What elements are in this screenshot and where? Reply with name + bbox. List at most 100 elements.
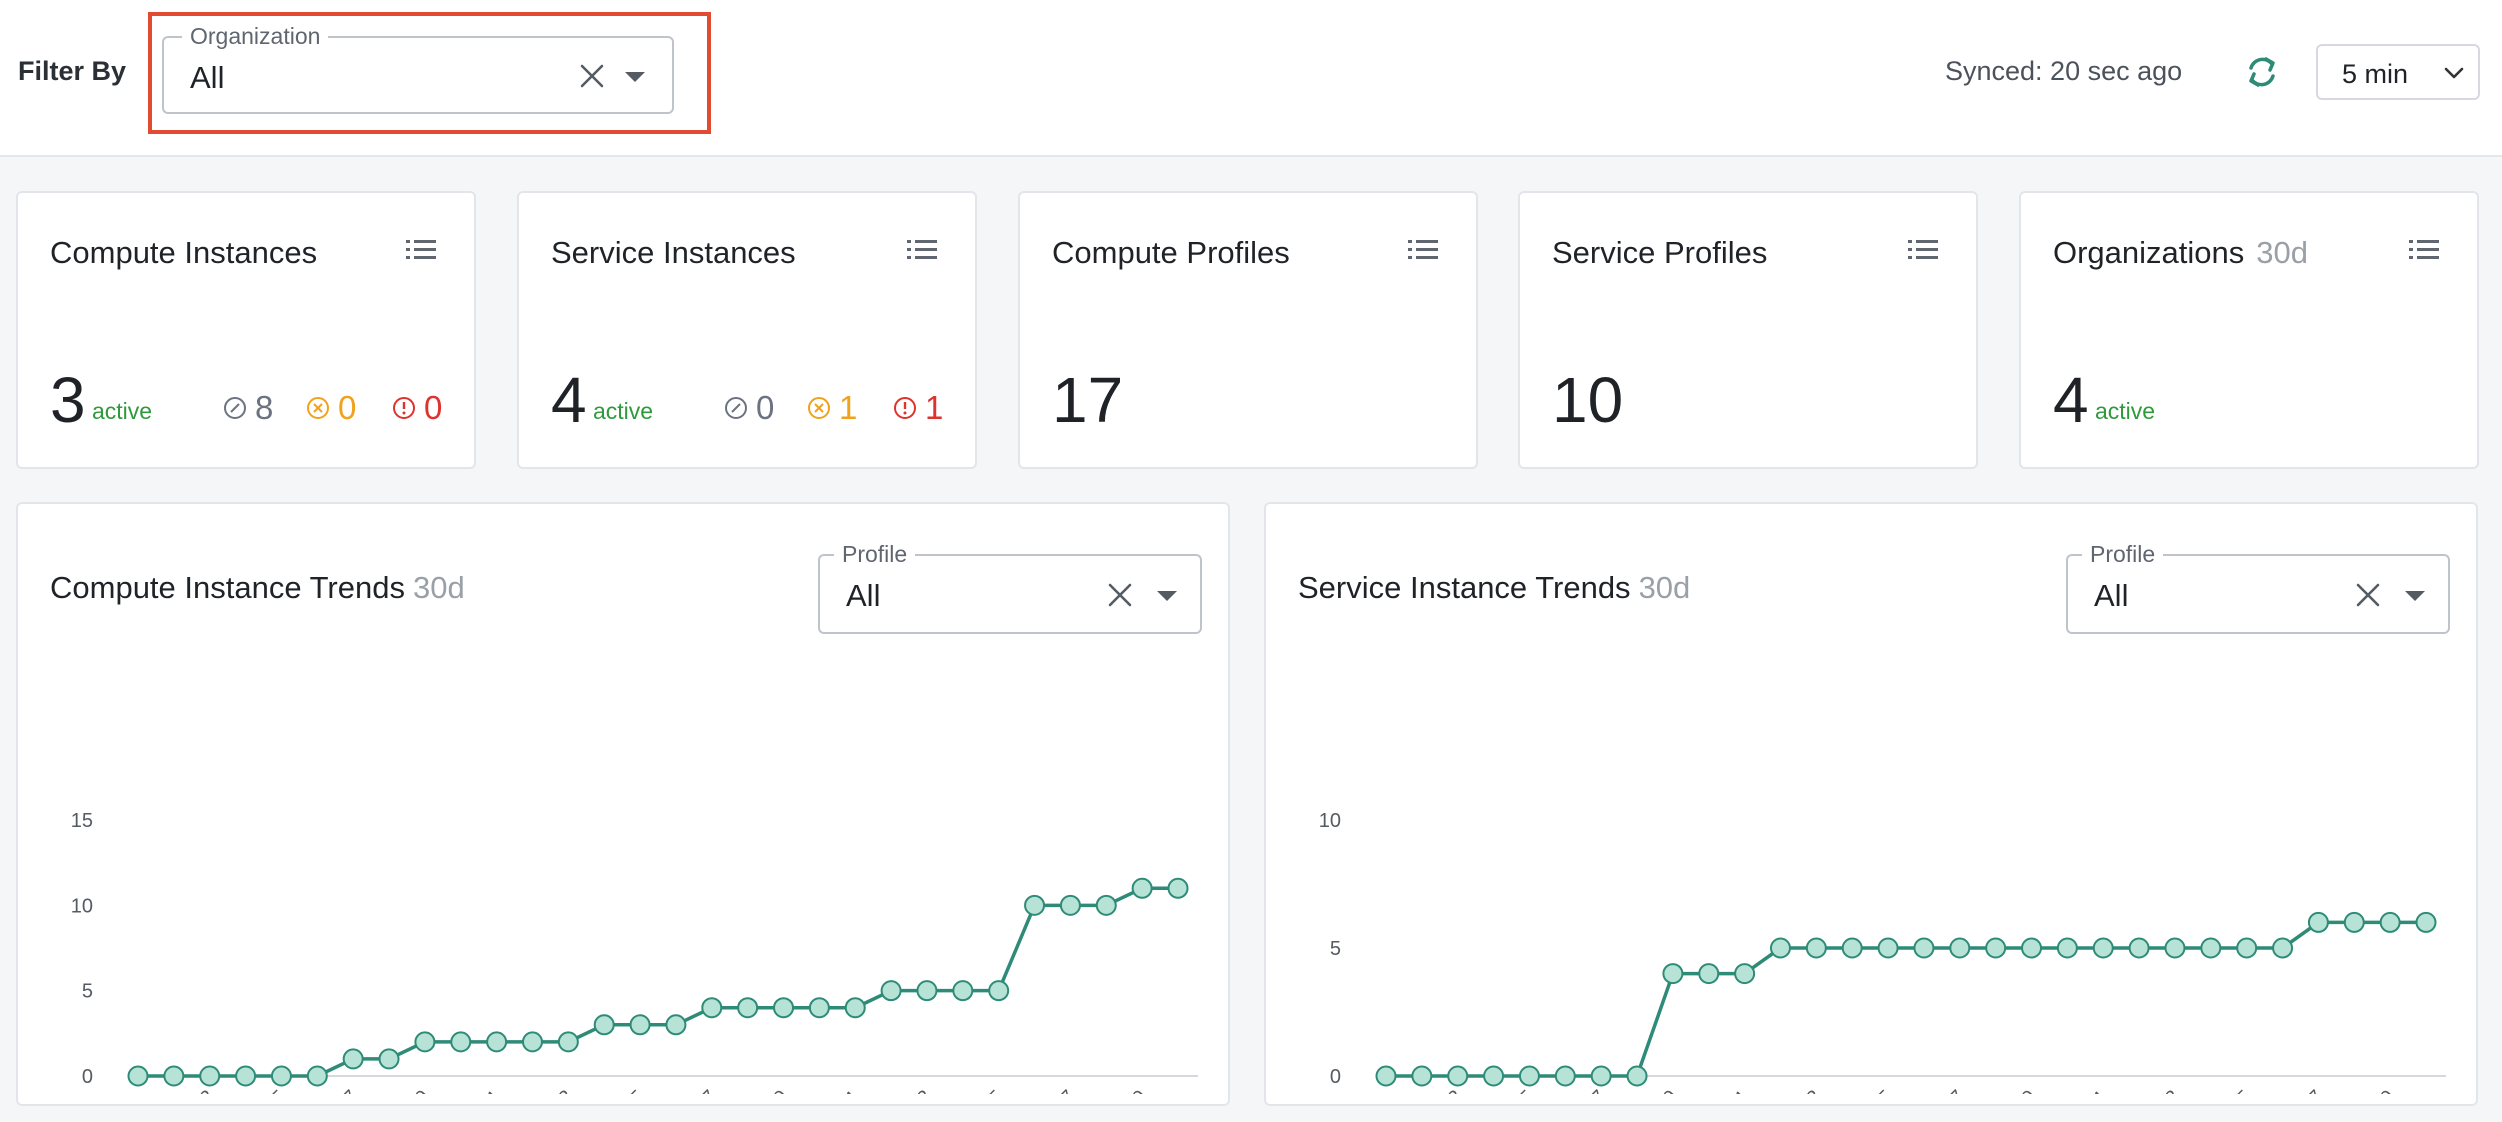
data-point[interactable] [378, 1048, 400, 1070]
data-point[interactable] [450, 1031, 472, 1053]
data-point[interactable] [2200, 937, 2222, 959]
x-tick-label: 2025-05-25 [2168, 1086, 2256, 1094]
y-tick-label: 15 [71, 810, 93, 832]
data-point[interactable] [952, 980, 974, 1002]
clear-icon[interactable] [1105, 580, 1135, 610]
data-point[interactable] [2092, 937, 2114, 959]
data-point[interactable] [1949, 937, 1971, 959]
service-trends-panel: Service Instance Trends 30d Profile All 0… [1264, 502, 2478, 1106]
data-point[interactable] [414, 1031, 436, 1053]
data-point[interactable] [1554, 1065, 1576, 1087]
data-point[interactable] [1698, 963, 1720, 985]
data-point[interactable] [2236, 937, 2258, 959]
organization-select[interactable]: Organization All [162, 23, 674, 114]
data-point[interactable] [1913, 937, 1935, 959]
x-tick-label: 2025-05-19 [705, 1086, 793, 1094]
card-count: 4 [2053, 364, 2089, 436]
x-tick-label: 2025-05-17 [1881, 1086, 1969, 1094]
data-point[interactable] [163, 1065, 185, 1087]
list-icon[interactable] [406, 237, 436, 263]
profile-select[interactable]: Profile All [818, 541, 1202, 634]
data-point[interactable] [1518, 1065, 1540, 1087]
data-point[interactable] [1877, 937, 1899, 959]
x-tick-label: 2025-05-29 [2312, 1086, 2400, 1094]
data-point[interactable] [1375, 1065, 1397, 1087]
x-tick-label: 2025-05-03 [131, 1086, 219, 1094]
data-point[interactable] [1662, 963, 1684, 985]
data-point[interactable] [557, 1031, 579, 1053]
card-count: 17 [1052, 364, 1124, 436]
data-point[interactable] [1841, 937, 1863, 959]
data-point[interactable] [1411, 1065, 1433, 1087]
data-point[interactable] [1626, 1065, 1648, 1087]
list-icon[interactable] [1908, 237, 1938, 263]
x-tick-label: 2025-05-15 [562, 1086, 650, 1094]
data-point[interactable] [199, 1065, 221, 1087]
list-icon[interactable] [1408, 237, 1438, 263]
data-point[interactable] [1734, 963, 1756, 985]
data-point[interactable] [844, 997, 866, 1019]
profile-select[interactable]: Profile All [2066, 541, 2450, 634]
data-point[interactable] [1805, 937, 1827, 959]
data-point[interactable] [486, 1031, 508, 1053]
data-point[interactable] [2307, 911, 2329, 933]
data-point[interactable] [1095, 894, 1117, 916]
refresh-icon[interactable] [2244, 52, 2280, 92]
data-point[interactable] [1590, 1065, 1612, 1087]
data-point[interactable] [916, 980, 938, 1002]
data-point[interactable] [2379, 911, 2401, 933]
caret-down-icon[interactable] [1156, 589, 1178, 603]
data-point[interactable] [1167, 877, 1189, 899]
data-point[interactable] [629, 1014, 651, 1036]
card-title: Service Instances [551, 235, 796, 270]
clear-icon[interactable] [577, 61, 607, 91]
data-point[interactable] [306, 1065, 328, 1087]
y-tick-label: 5 [1330, 938, 1341, 960]
x-tick-label: 2025-05-27 [2240, 1086, 2328, 1094]
data-point[interactable] [2343, 911, 2365, 933]
data-point[interactable] [342, 1048, 364, 1070]
data-point[interactable] [235, 1065, 257, 1087]
data-point[interactable] [2164, 937, 2186, 959]
x-tick-label: 2025-05-23 [849, 1086, 937, 1094]
data-point[interactable] [665, 1014, 687, 1036]
warning-stat: 0 [306, 389, 356, 427]
data-point[interactable] [1483, 1065, 1505, 1087]
data-point[interactable] [270, 1065, 292, 1087]
caret-down-icon[interactable] [624, 70, 646, 84]
data-point[interactable] [2415, 911, 2437, 933]
data-point[interactable] [1769, 937, 1791, 959]
warning-stat: 1 [807, 389, 857, 427]
data-point[interactable] [2056, 937, 2078, 959]
data-point[interactable] [1131, 877, 1153, 899]
refresh-interval-select[interactable]: 5 min [2316, 44, 2480, 100]
x-tick-label: 2025-05-11 [1667, 1086, 1754, 1094]
list-icon[interactable] [907, 237, 937, 263]
data-point[interactable] [2021, 937, 2043, 959]
x-tick-label: 2025-05-... [1312, 1086, 1396, 1094]
data-point[interactable] [701, 997, 723, 1019]
data-point[interactable] [773, 997, 795, 1019]
warning-icon [307, 397, 329, 419]
data-point[interactable] [2128, 937, 2150, 959]
card-count: 3 [50, 364, 86, 436]
data-point[interactable] [521, 1031, 543, 1053]
data-point[interactable] [808, 997, 830, 1019]
clear-icon[interactable] [2353, 580, 2383, 610]
data-point[interactable] [988, 980, 1010, 1002]
data-point[interactable] [880, 980, 902, 1002]
data-point[interactable] [1059, 894, 1081, 916]
profile-value: All [846, 578, 881, 613]
data-point[interactable] [127, 1065, 149, 1087]
list-icon[interactable] [2409, 237, 2439, 263]
data-point[interactable] [1024, 894, 1046, 916]
x-tick-label: 2025-05-21 [2025, 1086, 2113, 1094]
data-point[interactable] [1447, 1065, 1469, 1087]
profile-value: All [2094, 578, 2129, 613]
caret-down-icon[interactable] [2404, 589, 2426, 603]
data-point[interactable] [1985, 937, 2007, 959]
data-point[interactable] [593, 1014, 615, 1036]
data-point[interactable] [2272, 937, 2294, 959]
organization-value: All [190, 60, 225, 95]
data-point[interactable] [737, 997, 759, 1019]
